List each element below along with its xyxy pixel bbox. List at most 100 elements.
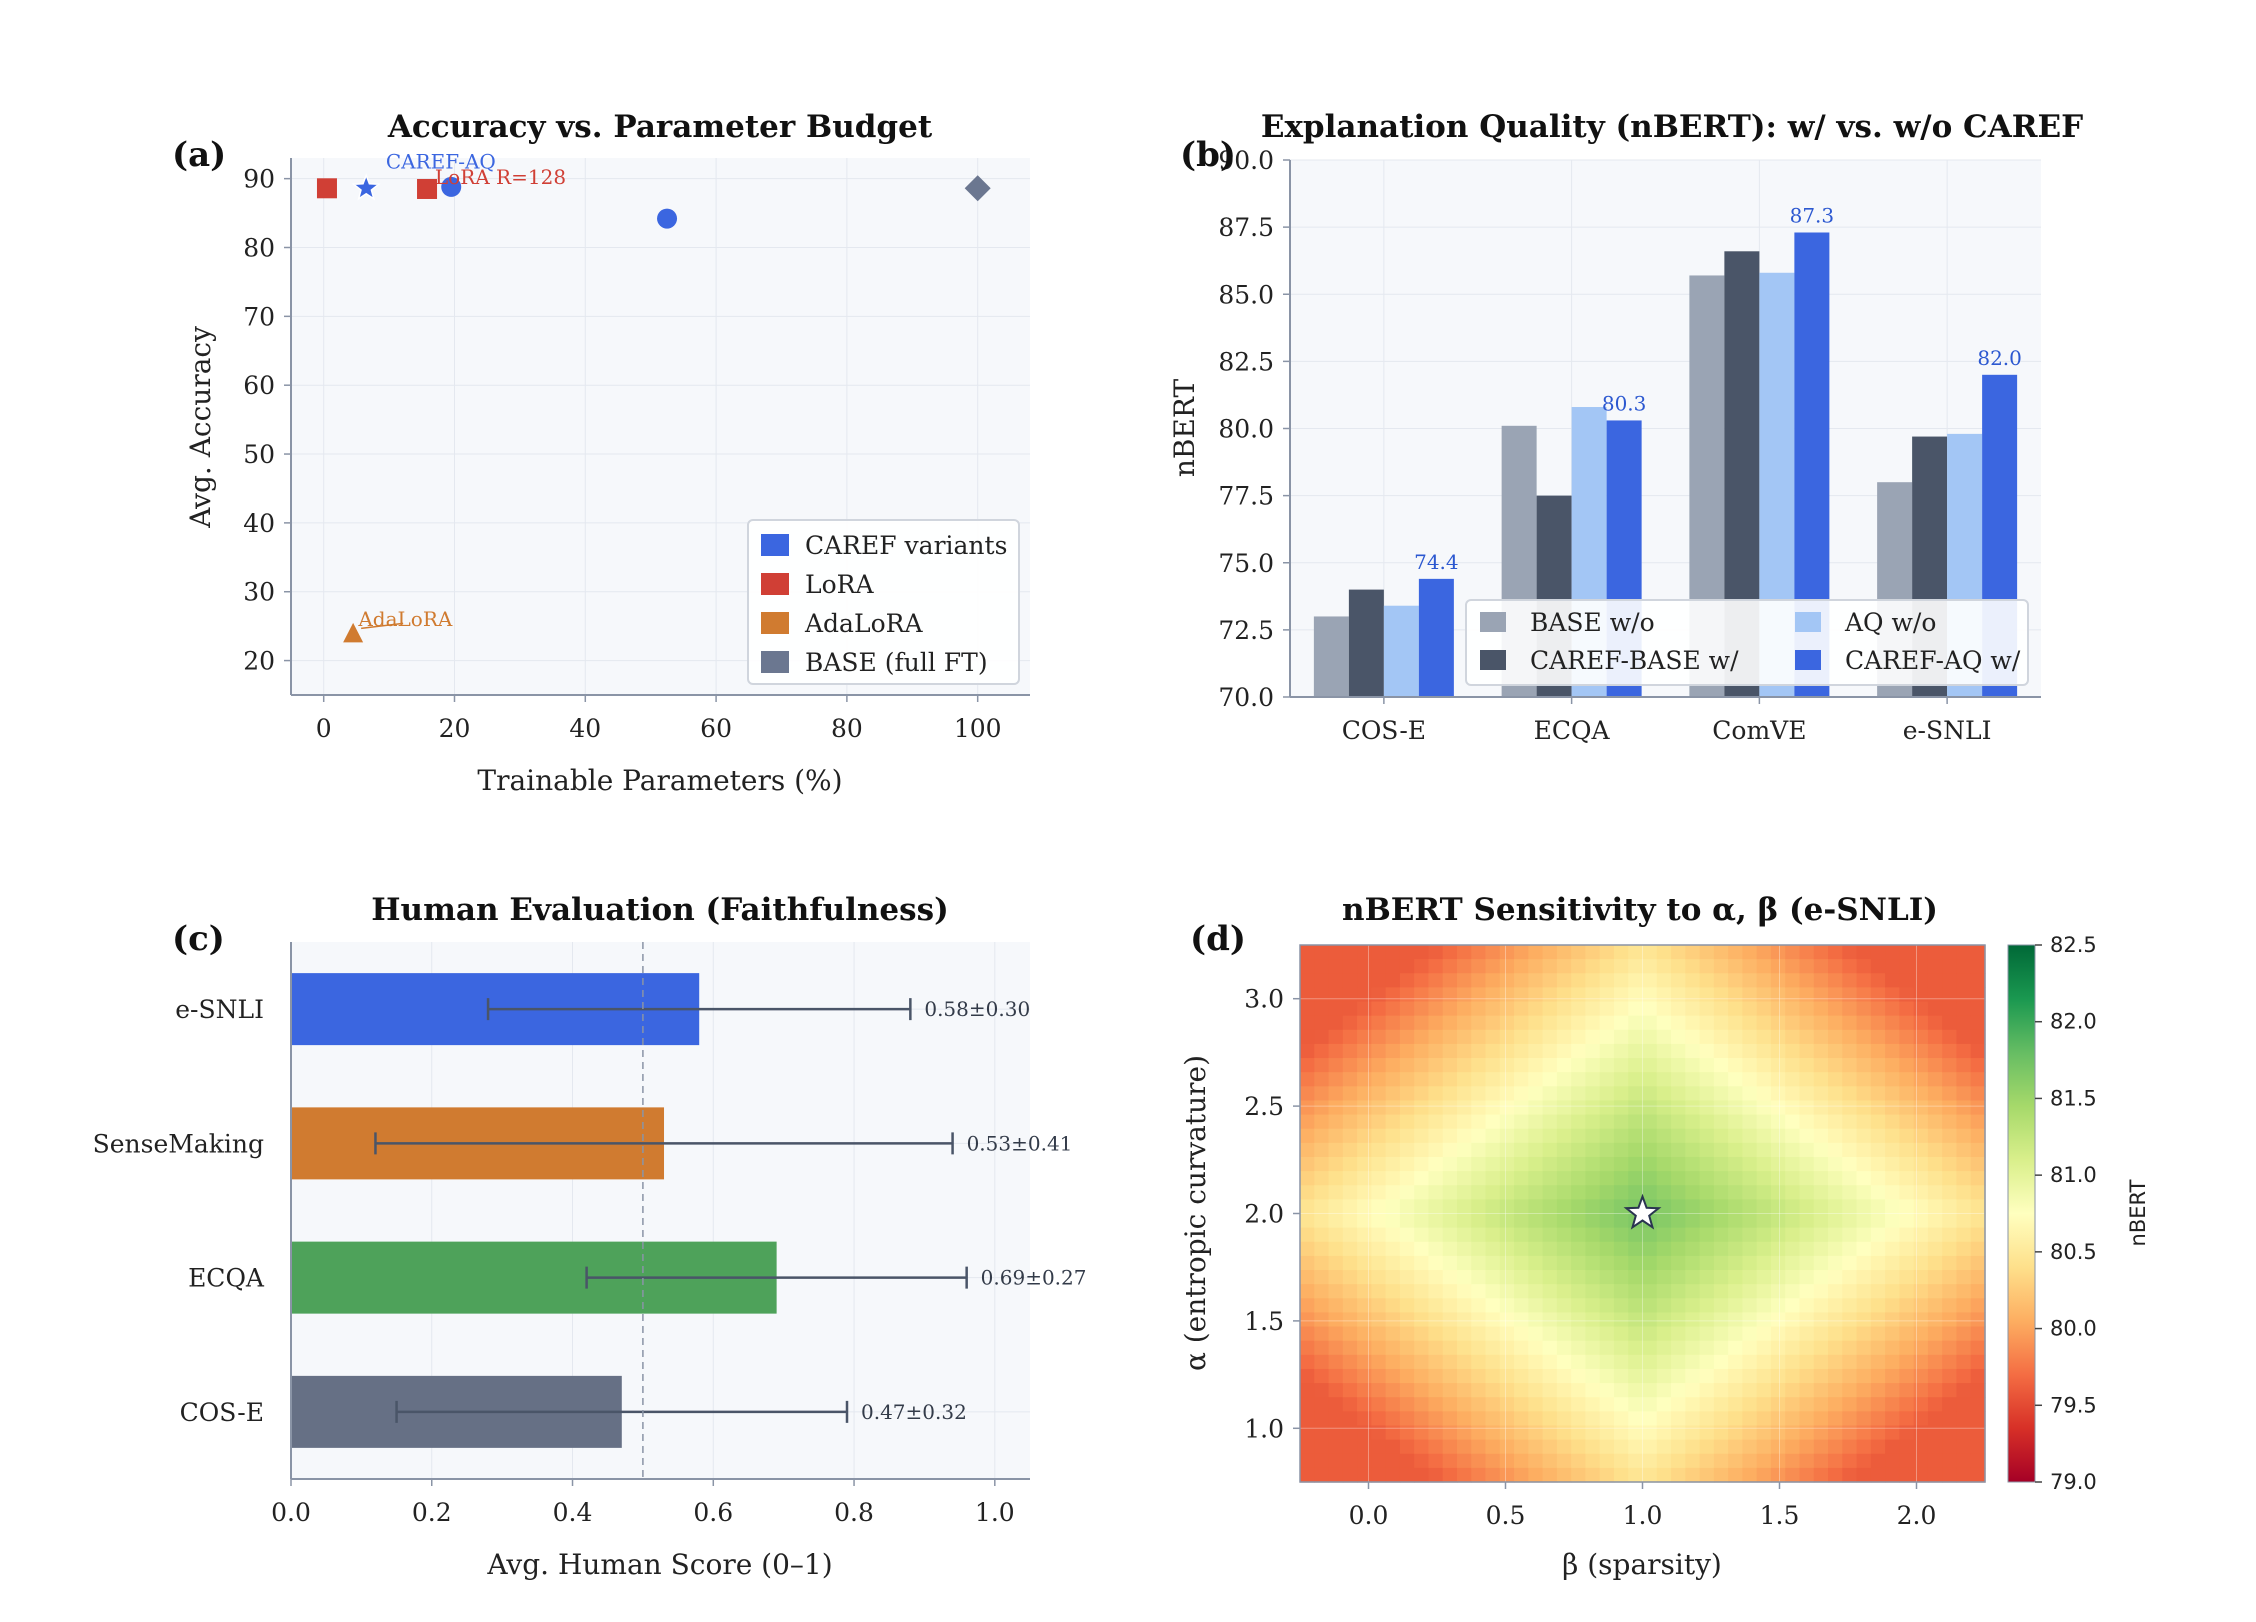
heatmap-cell: [1499, 1185, 1515, 1200]
heatmap-cell: [1628, 1453, 1644, 1469]
heatmap-cell: [1528, 1199, 1544, 1215]
heatmap-cell: [1899, 1171, 1915, 1186]
heatmap-cell: [1371, 1058, 1387, 1073]
heatmap-cell: [1585, 1312, 1601, 1328]
heatmap-cell: [1728, 1015, 1743, 1031]
heatmap-cell: [1713, 1383, 1729, 1398]
heatmap-cell: [1685, 1270, 1701, 1285]
heatmap-cell: [1414, 973, 1430, 988]
heatmap-cell: [1642, 1029, 1658, 1045]
heatmap-cell: [1856, 1213, 1872, 1229]
panel-d-y-tick-label: 2.0: [1244, 1200, 1284, 1229]
heatmap-cell: [1514, 1255, 1529, 1271]
heatmap-cell: [1442, 1411, 1458, 1427]
heatmap-cell: [1442, 1058, 1458, 1073]
heatmap-cell: [1642, 1241, 1658, 1257]
heatmap-cell: [1927, 1128, 1943, 1144]
heatmap-cell: [1671, 1425, 1686, 1441]
heatmap-cell: [1913, 1467, 1929, 1483]
heatmap-cell: [1956, 987, 1972, 1003]
heatmap-cell: [1456, 987, 1472, 1003]
heatmap-cell: [1742, 1354, 1758, 1370]
heatmap-cell: [1542, 959, 1558, 974]
heatmap-cell: [1756, 1185, 1772, 1200]
heatmap-cell: [1314, 1270, 1330, 1285]
heatmap-cell: [1913, 1086, 1929, 1102]
heatmap-cell: [1328, 959, 1344, 974]
heatmap-cell: [1499, 1270, 1515, 1285]
heatmap-cell: [1642, 1284, 1658, 1299]
heatmap-cell: [1328, 1043, 1344, 1059]
heatmap-cell: [1485, 959, 1501, 974]
heatmap-cell: [1813, 1411, 1829, 1427]
heatmap-cell: [1556, 1100, 1572, 1116]
heatmap-cell: [1385, 1368, 1401, 1384]
panel-b-bar: [1348, 589, 1384, 697]
heatmap-cell: [1671, 1213, 1686, 1229]
heatmap-cell: [1485, 1114, 1501, 1130]
heatmap-cell: [1613, 1142, 1629, 1158]
heatmap-cell: [1571, 987, 1587, 1003]
heatmap-cell: [1357, 1439, 1372, 1455]
heatmap-cell: [1742, 1383, 1758, 1398]
heatmap-cell: [1385, 1058, 1401, 1073]
heatmap-cell: [1770, 1241, 1786, 1257]
heatmap-cell: [1428, 1213, 1444, 1229]
heatmap-cell: [1371, 1171, 1387, 1186]
heatmap-cell: [1357, 1340, 1372, 1356]
heatmap-cell: [1799, 1015, 1815, 1031]
heatmap-cell: [1342, 1086, 1358, 1102]
heatmap-cell: [1813, 1128, 1829, 1144]
heatmap-cell: [1813, 1015, 1829, 1031]
heatmap-cell: [1742, 1425, 1758, 1441]
heatmap-cell: [1471, 959, 1487, 974]
heatmap-cell: [1970, 1029, 1986, 1045]
heatmap-cell: [1399, 1383, 1415, 1398]
heatmap-cell: [1942, 1001, 1958, 1017]
heatmap-cell: [1756, 1142, 1772, 1158]
heatmap-cell: [1599, 1029, 1615, 1045]
heatmap-cell: [1571, 1411, 1587, 1427]
heatmap-cell: [1385, 1142, 1401, 1158]
heatmap-cell: [1927, 1029, 1943, 1045]
heatmap-cell: [1471, 1340, 1487, 1356]
heatmap-cell: [1442, 1213, 1458, 1229]
heatmap-cell: [1514, 1171, 1529, 1186]
heatmap-cell: [1842, 1270, 1858, 1285]
heatmap-cell: [1842, 1439, 1858, 1455]
heatmap-cell: [1956, 1270, 1972, 1285]
heatmap-cell: [1770, 1227, 1786, 1243]
heatmap-cell: [1300, 987, 1315, 1003]
heatmap-cell: [1385, 1156, 1401, 1172]
heatmap-cell: [1656, 1255, 1672, 1271]
heatmap-cell: [1556, 1001, 1572, 1017]
heatmap-cell: [1642, 1043, 1658, 1059]
heatmap-cell: [1342, 1425, 1358, 1441]
heatmap-cell: [1485, 1001, 1501, 1017]
heatmap-cell: [1542, 1128, 1558, 1144]
heatmap-cell: [1799, 1340, 1815, 1356]
heatmap-cell: [1371, 1425, 1387, 1441]
heatmap-cell: [1514, 1439, 1529, 1455]
heatmap-cell: [1870, 1312, 1886, 1328]
heatmap-cell: [1942, 1312, 1958, 1328]
panel-b-y-tick-label: 77.5: [1218, 482, 1274, 511]
heatmap-cell: [1571, 1156, 1587, 1172]
heatmap-cell: [1514, 1411, 1529, 1427]
heatmap-cell: [1656, 1043, 1672, 1059]
heatmap-cell: [1613, 1100, 1629, 1116]
panel-b-legend-label: CAREF-AQ w/: [1845, 646, 2021, 675]
heatmap-cell: [1399, 1086, 1415, 1102]
heatmap-cell: [1713, 1058, 1729, 1073]
panel-b-label: (b): [1180, 135, 1236, 175]
heatmap-cell: [1499, 1001, 1515, 1017]
heatmap-cell: [1642, 1072, 1658, 1087]
heatmap-cell: [1471, 1058, 1487, 1073]
heatmap-cell: [1956, 1156, 1972, 1172]
heatmap-cell: [1428, 1072, 1444, 1087]
heatmap-cell: [1828, 1128, 1843, 1144]
heatmap-cell: [1942, 973, 1958, 988]
heatmap-cell: [1713, 1015, 1729, 1031]
heatmap-cell: [1927, 1199, 1943, 1215]
heatmap-cell: [1300, 1128, 1315, 1144]
